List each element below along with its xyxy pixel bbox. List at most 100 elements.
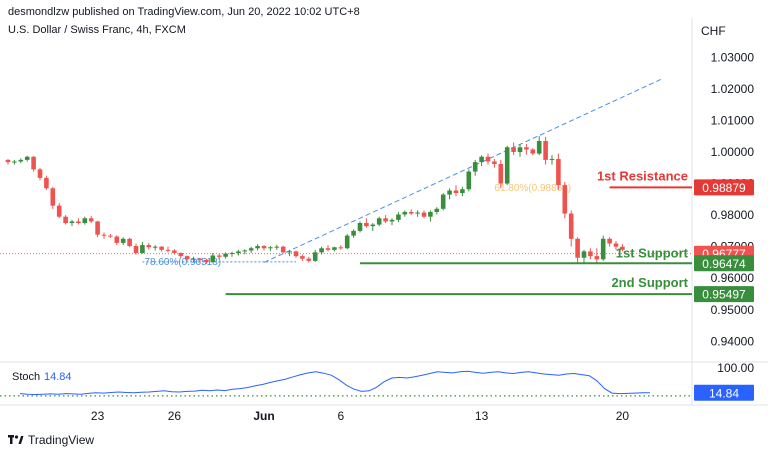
candle-body (44, 177, 49, 189)
candle-body (312, 252, 318, 261)
candle-body (530, 149, 536, 154)
stoch-y-tick: 100.00 (717, 361, 754, 375)
x-tick-label: 23 (91, 409, 105, 423)
candle-body (440, 194, 446, 209)
x-tick-label: Jun (253, 409, 274, 423)
candle-body (5, 159, 11, 163)
price-label-box (694, 255, 754, 272)
candle-body (82, 218, 88, 224)
first-resistance-label: 1st Resistance (597, 168, 688, 183)
fib-618-label: 61.80%(0.98861) (494, 183, 571, 194)
candle-body (575, 238, 580, 258)
candle-body (197, 258, 203, 260)
candle-body (280, 246, 286, 253)
candle-body (120, 238, 126, 243)
candle-body (95, 221, 100, 235)
y-tick-label: 0.96000 (711, 271, 755, 285)
candle-body (543, 140, 548, 160)
candle-body (568, 213, 574, 239)
candle-body (536, 140, 542, 154)
tradingview-logo[interactable]: TradingView (8, 433, 94, 447)
candle-body (479, 156, 484, 163)
candle-body (76, 221, 81, 224)
candle-body (300, 256, 305, 259)
stoch-label-box (694, 384, 754, 401)
candle-body (287, 251, 292, 253)
x-tick-label: 20 (616, 409, 630, 423)
y-tick-label: 0.94000 (711, 334, 755, 348)
currency-label: CHF (701, 24, 726, 38)
price-label-text: 0.95497 (702, 288, 746, 302)
candle-body (357, 223, 363, 231)
price-label-text: 0.98879 (702, 181, 746, 195)
y-tick-label: 1.02000 (711, 82, 755, 96)
fib-786-label: 78.60%(0.96518) (144, 257, 221, 268)
candle-body (338, 247, 344, 249)
candle-body (101, 234, 107, 236)
price-label-text: 0.96474 (702, 257, 746, 271)
candle-body (415, 212, 420, 214)
candle-body (370, 224, 376, 227)
candle-body (210, 255, 216, 262)
candle-body (165, 249, 171, 251)
candle-body (69, 221, 75, 224)
candle-body (242, 250, 248, 252)
candle-body (88, 218, 94, 222)
candle-body (325, 248, 331, 250)
x-tick-label: 6 (337, 409, 344, 423)
candle-body (255, 246, 260, 249)
stoch-value: 14.84 (44, 371, 72, 383)
candle-body (146, 245, 152, 248)
candle-body (31, 156, 36, 170)
y-tick-label: 0.95000 (711, 303, 755, 317)
candle-body (453, 190, 459, 194)
candle-body (428, 211, 433, 217)
candle-body (549, 158, 555, 160)
stoch-name: Stoch (12, 371, 40, 383)
candle-body (396, 214, 401, 220)
candle-body (351, 230, 356, 236)
candle-body (511, 147, 516, 153)
candle-body (492, 161, 497, 165)
candle-body (434, 208, 440, 212)
publisher-line: desmondlzw published on TradingView.com,… (8, 6, 360, 18)
candle-body (460, 189, 465, 194)
candle-body (524, 147, 529, 150)
candle-body (364, 223, 369, 227)
candle-body (56, 205, 62, 217)
candle-body (261, 246, 267, 249)
candle-body (498, 164, 504, 184)
candle-body (581, 251, 587, 258)
second-support-label: 2nd Support (611, 275, 688, 290)
candle-body (229, 252, 235, 254)
candle-body (620, 246, 625, 250)
candle-body (376, 218, 382, 225)
candle-body (408, 211, 414, 214)
candle-body (389, 219, 395, 222)
candle-body (140, 245, 145, 253)
candle-body (204, 259, 209, 262)
y-tick-label: 1.00000 (711, 145, 755, 159)
price-label-box (694, 179, 754, 196)
candle-body (37, 169, 43, 178)
candle-body (236, 251, 241, 253)
trend-line (263, 78, 662, 263)
candle-body (133, 246, 139, 253)
candle-body (319, 248, 324, 253)
first-support-label: 1st Support (616, 245, 689, 260)
candle-body (504, 147, 510, 184)
candle-body (556, 158, 561, 186)
price-label-box (694, 286, 754, 303)
candle-body (600, 238, 606, 260)
candle-body (332, 247, 337, 250)
candle-body (63, 216, 68, 224)
tradingview-logo-icon (8, 435, 24, 444)
y-tick-label: 1.03000 (711, 50, 755, 64)
candle-body (114, 236, 120, 243)
candle-body (191, 258, 196, 260)
y-tick-label: 1.01000 (711, 113, 755, 127)
candle-body (159, 246, 164, 250)
candle-body (12, 161, 17, 163)
